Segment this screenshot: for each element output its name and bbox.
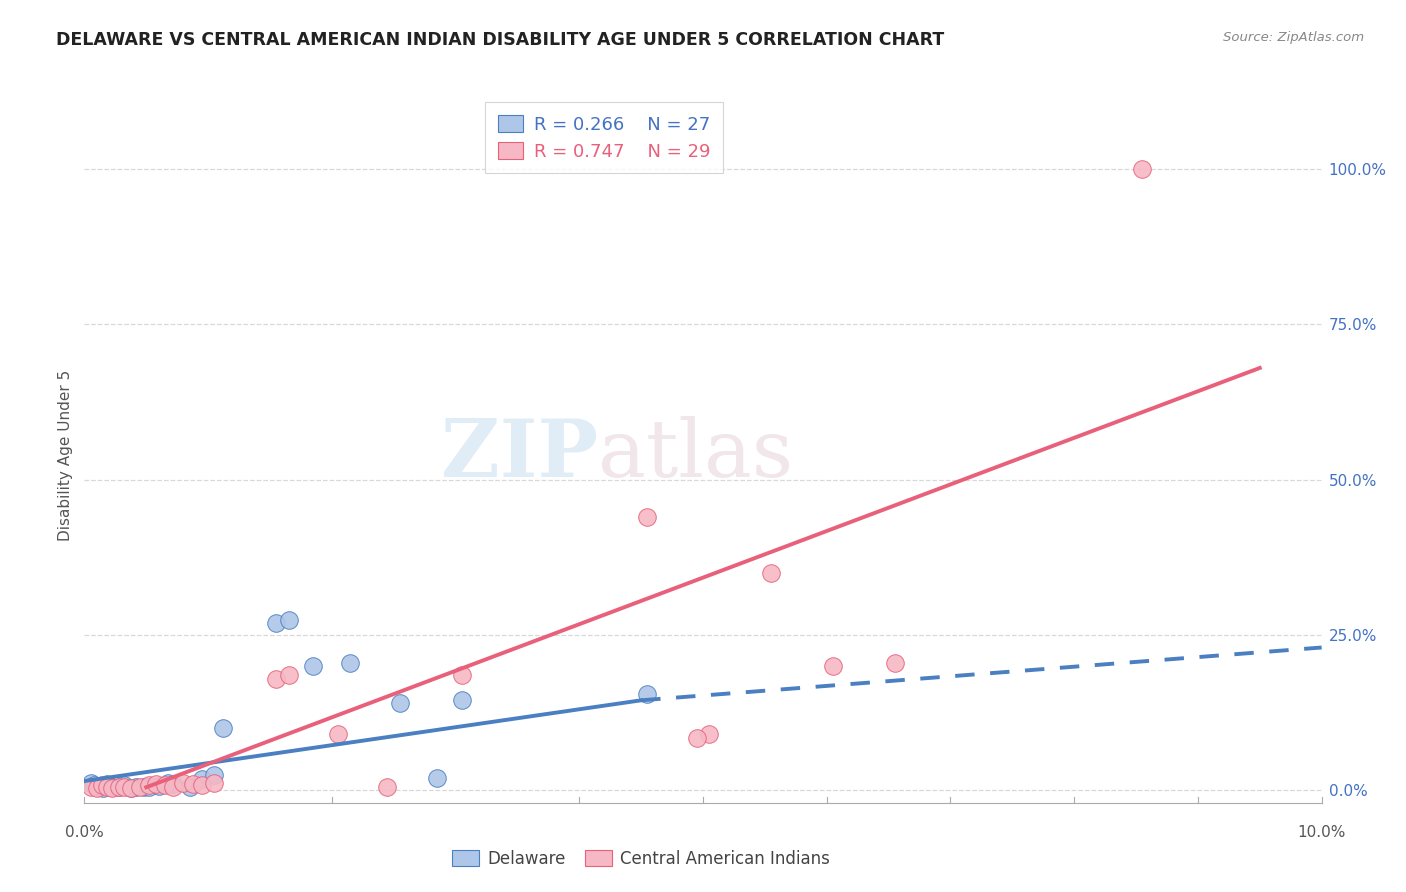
Legend: Delaware, Central American Indians: Delaware, Central American Indians bbox=[446, 843, 837, 874]
Point bbox=[112, 778, 135, 792]
Point bbox=[79, 776, 101, 790]
Point bbox=[277, 613, 299, 627]
Point bbox=[100, 780, 122, 795]
Point bbox=[264, 672, 287, 686]
Point bbox=[145, 777, 167, 791]
Text: 0.0%: 0.0% bbox=[65, 824, 104, 839]
Point bbox=[120, 780, 142, 795]
Point bbox=[83, 778, 105, 792]
Point bbox=[108, 780, 131, 795]
Point bbox=[96, 777, 118, 791]
Point bbox=[450, 668, 472, 682]
Point bbox=[697, 727, 720, 741]
Point bbox=[108, 780, 131, 794]
Point bbox=[181, 777, 204, 791]
Point bbox=[202, 768, 225, 782]
Point bbox=[759, 566, 782, 580]
Point bbox=[179, 780, 201, 795]
Point bbox=[821, 659, 844, 673]
Point bbox=[157, 776, 180, 790]
Point bbox=[100, 780, 122, 794]
Point bbox=[89, 780, 111, 795]
Point bbox=[450, 693, 472, 707]
Point bbox=[191, 772, 214, 787]
Point bbox=[138, 780, 160, 795]
Point bbox=[162, 780, 184, 795]
Text: 10.0%: 10.0% bbox=[1298, 824, 1346, 839]
Point bbox=[112, 780, 135, 795]
Point bbox=[426, 771, 449, 785]
Point bbox=[132, 780, 155, 794]
Point bbox=[636, 687, 658, 701]
Point bbox=[1130, 162, 1153, 177]
Point bbox=[172, 776, 194, 790]
Point bbox=[86, 780, 108, 795]
Point bbox=[302, 659, 325, 673]
Point bbox=[162, 777, 184, 791]
Point bbox=[264, 615, 287, 630]
Point bbox=[79, 780, 101, 795]
Point bbox=[90, 778, 112, 792]
Text: Source: ZipAtlas.com: Source: ZipAtlas.com bbox=[1223, 31, 1364, 45]
Point bbox=[377, 780, 399, 795]
Text: ZIP: ZIP bbox=[441, 416, 598, 494]
Point bbox=[212, 721, 235, 735]
Point bbox=[129, 780, 152, 795]
Point bbox=[96, 780, 118, 795]
Point bbox=[339, 656, 361, 670]
Y-axis label: Disability Age Under 5: Disability Age Under 5 bbox=[58, 369, 73, 541]
Point bbox=[388, 697, 411, 711]
Point bbox=[125, 780, 148, 795]
Point bbox=[636, 510, 658, 524]
Point bbox=[191, 778, 214, 792]
Point bbox=[686, 731, 709, 745]
Point bbox=[91, 780, 114, 795]
Point bbox=[148, 779, 170, 793]
Point bbox=[277, 668, 299, 682]
Point bbox=[326, 727, 349, 741]
Text: DELAWARE VS CENTRAL AMERICAN INDIAN DISABILITY AGE UNDER 5 CORRELATION CHART: DELAWARE VS CENTRAL AMERICAN INDIAN DISA… bbox=[56, 31, 945, 49]
Point bbox=[883, 656, 905, 670]
Point bbox=[120, 780, 142, 795]
Text: atlas: atlas bbox=[598, 416, 793, 494]
Point bbox=[138, 778, 160, 792]
Point bbox=[153, 778, 176, 792]
Point bbox=[202, 776, 225, 790]
